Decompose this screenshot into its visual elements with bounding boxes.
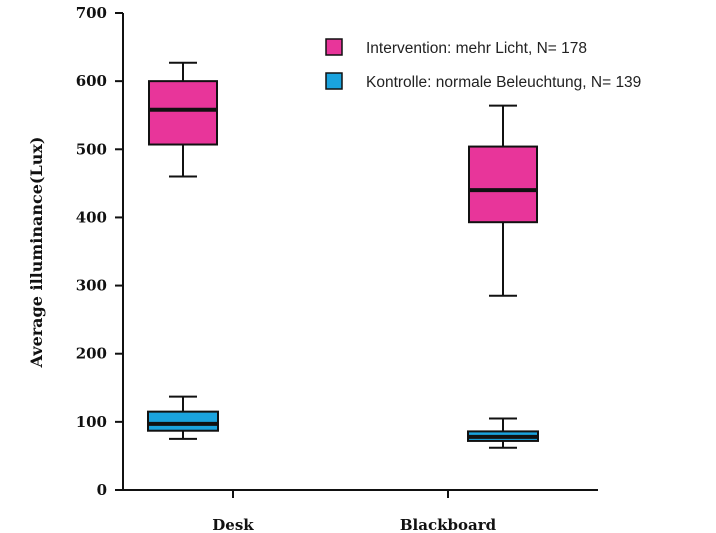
box-intervention-blackboard bbox=[468, 104, 538, 297]
legend: Intervention: mehr Licht, N= 178 Kontroll… bbox=[325, 38, 641, 91]
y-tick-label: 0 bbox=[97, 481, 107, 499]
x-tick-label: Desk bbox=[212, 516, 254, 533]
y-tick-label: 500 bbox=[76, 140, 107, 158]
x-axis: Desk Blackboard bbox=[123, 489, 598, 533]
box-iqr bbox=[147, 410, 219, 432]
y-tick-label: 200 bbox=[76, 345, 107, 363]
legend-swatch bbox=[325, 38, 343, 56]
box-kontrolle-blackboard bbox=[467, 417, 539, 449]
y-axis: 0 100 200 300 400 500 600 700 bbox=[76, 4, 124, 499]
y-tick-label: 300 bbox=[76, 277, 107, 295]
y-tick-label: 400 bbox=[76, 208, 107, 226]
box-kontrolle-desk bbox=[147, 395, 219, 440]
y-tick-label: 700 bbox=[76, 4, 107, 22]
y-axis-label: Average illuminance(Lux) bbox=[27, 137, 46, 369]
x-tick-label: Blackboard bbox=[400, 516, 497, 533]
plot-area bbox=[147, 61, 539, 449]
box-iqr bbox=[148, 80, 218, 146]
box-intervention-desk bbox=[148, 61, 218, 178]
y-tick-label: 600 bbox=[76, 72, 107, 90]
legend-swatch bbox=[325, 72, 343, 90]
legend-label: Intervention: mehr Licht, N= 178 bbox=[366, 40, 587, 57]
box-iqr bbox=[468, 145, 538, 224]
y-tick-label: 100 bbox=[76, 413, 107, 431]
legend-label: Kontrolle: normale Beleuchtung, N= 139 bbox=[366, 74, 641, 91]
